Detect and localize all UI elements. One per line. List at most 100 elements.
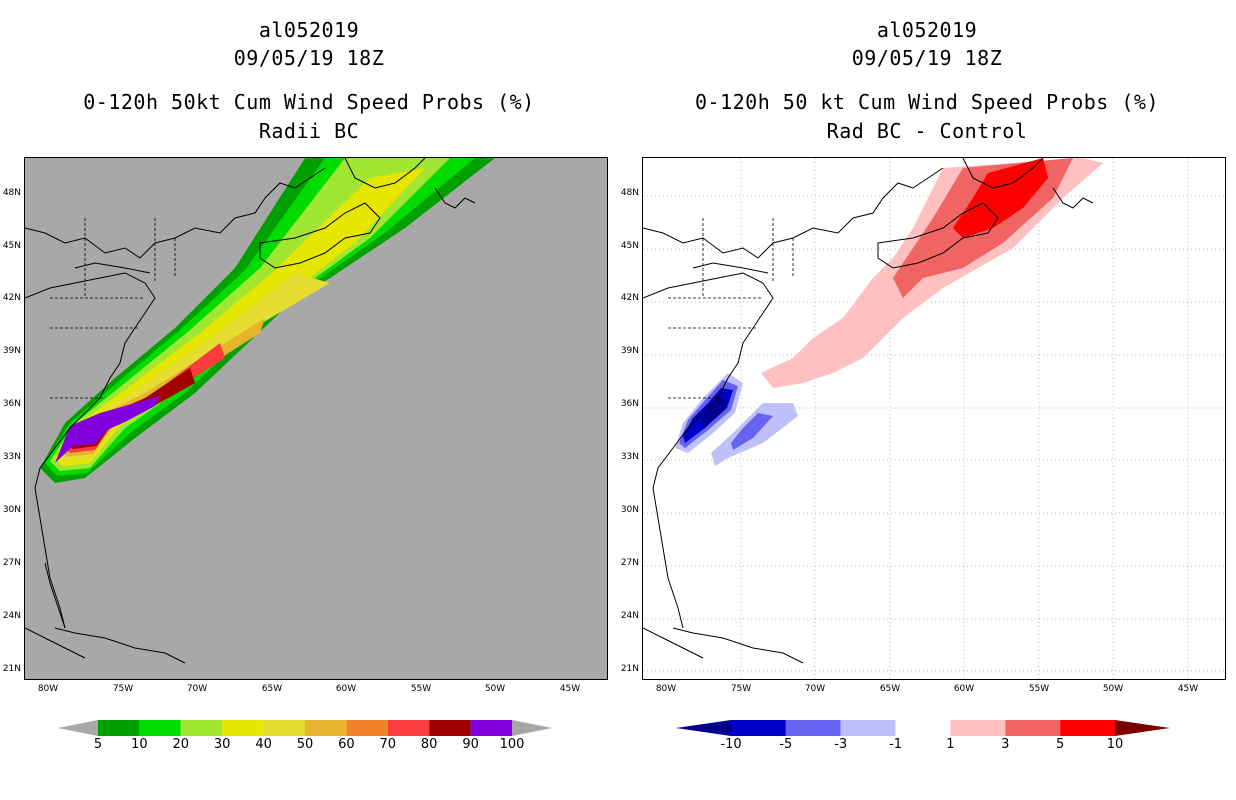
colorbar-box (305, 720, 347, 736)
colorbar-label: 5 (93, 737, 103, 752)
coastlines (643, 158, 1094, 664)
colorbar-label: 50 (296, 737, 314, 752)
colorbar-label: 20 (172, 737, 190, 752)
colorbar-box (222, 720, 264, 736)
colorbar-box (429, 720, 471, 736)
plot-subtitle: Rad BC - Control (826, 119, 1028, 143)
colorbar-label: -3 (834, 737, 848, 752)
colorbar-boxes (98, 720, 512, 736)
lon-label: 55W (1028, 684, 1050, 694)
colorbar (676, 720, 1170, 736)
left-panel: al052019 09/05/19 18Z 0-120h 50kt Cum Wi… (2, 18, 608, 752)
colorbar-box (1060, 720, 1115, 736)
lat-label: 24N (2, 611, 21, 621)
lat-label: 27N (620, 558, 639, 568)
diff-neg-10 (701, 398, 728, 426)
lat-label: 45N (2, 241, 21, 251)
colorbar-low-arrow (58, 720, 98, 736)
datetime: 09/05/19 18Z (851, 46, 1003, 70)
colorbar-box (895, 720, 951, 736)
colorbar-box (785, 720, 841, 736)
colorbar-box (263, 720, 305, 736)
colorbar-boxes (731, 720, 1115, 736)
lon-label: 45W (1177, 684, 1199, 694)
lat-label: 48N (620, 188, 639, 198)
diff-5-to-10 (953, 158, 1048, 238)
lon-label: 70W (804, 684, 826, 694)
lat-label: 42N (620, 293, 639, 303)
colorbar-box (180, 720, 223, 736)
colorbar-label: 80 (420, 737, 438, 752)
map-canvas (643, 158, 1225, 679)
colorbar-box (470, 720, 512, 736)
colorbar-label: 40 (255, 737, 272, 752)
colorbar-label: -10 (720, 737, 742, 752)
colorbar-label: -1 (889, 737, 903, 752)
colorbar-high-arrow (1115, 720, 1170, 736)
colorbar-label: -5 (779, 737, 793, 752)
colorbar-box (840, 720, 896, 736)
lat-label: 21N (2, 664, 21, 674)
lon-label: 65W (261, 684, 283, 694)
colorbar-box (98, 720, 140, 736)
storm-id: al052019 (876, 18, 978, 42)
right-panel: al052019 09/05/19 18Z 0-120h 50 kt Cum W… (618, 0, 1236, 800)
state-borders (668, 218, 794, 399)
lat-label: 36N (2, 399, 21, 409)
lat-label: 24N (620, 611, 639, 621)
contour-90 (55, 396, 160, 463)
colorbar-box (1005, 720, 1061, 736)
lon-label: 80W (37, 684, 59, 694)
lat-label: 39N (2, 346, 21, 356)
lon-label: 50W (484, 684, 506, 694)
lon-label: 55W (410, 684, 432, 694)
colorbar-box (950, 720, 1006, 736)
colorbar-box (346, 720, 388, 736)
probability-map (24, 157, 608, 680)
colorbar-label: 3 (1001, 737, 1010, 752)
colorbar-low-arrow (676, 720, 731, 736)
colorbar-label: 90 (462, 737, 479, 752)
lat-label: 33N (620, 452, 639, 462)
colorbar-box (387, 720, 430, 736)
colorbar-box (139, 720, 181, 736)
lat-label: 39N (620, 346, 639, 356)
colorbar-label: 30 (213, 737, 231, 752)
plot-subtitle: Radii BC (258, 119, 360, 143)
lat-label: 48N (2, 188, 21, 198)
colorbar-label: 1 (946, 737, 955, 752)
colorbar-high-arrow (512, 720, 552, 736)
lon-label: 80W (655, 684, 677, 694)
diff-neg-3-to-5 (679, 380, 773, 450)
plot-title: 0-120h 50kt Cum Wind Speed Probs (%) (83, 90, 535, 114)
colorbar-label: 60 (338, 737, 355, 752)
lon-label: 45W (559, 684, 581, 694)
lat-label: 27N (2, 558, 21, 568)
lat-label: 42N (2, 293, 21, 303)
lat-label: 30N (620, 505, 639, 515)
state-borders (50, 218, 176, 399)
colorbar (58, 720, 552, 736)
colorbar-label: 10 (1106, 737, 1124, 752)
lon-label: 60W (953, 684, 975, 694)
storm-id: al052019 (258, 18, 360, 42)
map-canvas (25, 158, 607, 679)
diff-neg-1-to-3 (675, 373, 798, 466)
lon-label: 65W (879, 684, 901, 694)
colorbar-label: 10 (131, 737, 148, 752)
lat-label: 33N (2, 452, 21, 462)
coastlines (25, 158, 476, 664)
datetime: 09/05/19 18Z (233, 46, 385, 70)
lat-label: 36N (620, 399, 639, 409)
lat-label: 45N (620, 241, 639, 251)
plot-title: 0-120h 50 kt Cum Wind Speed Probs (%) (694, 90, 1160, 114)
difference-map (642, 157, 1226, 680)
lon-label: 60W (335, 684, 357, 694)
lon-label: 75W (730, 684, 752, 694)
colorbar-label: 70 (379, 737, 397, 752)
lon-label: 75W (112, 684, 134, 694)
colorbar-box (731, 720, 786, 736)
colorbar-label: 5 (1056, 737, 1065, 752)
colorbar-label: 100 (499, 737, 525, 752)
lat-label: 30N (2, 505, 21, 515)
